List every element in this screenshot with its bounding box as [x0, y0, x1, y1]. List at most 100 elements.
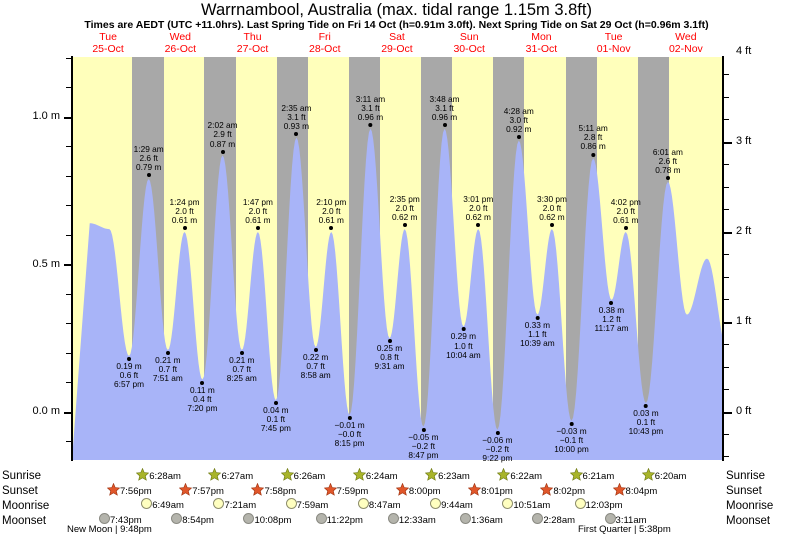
tide-high-label: 6:01 am 2.6 ft 0.78 m [653, 147, 683, 181]
sunset-star-icon [323, 482, 337, 501]
tide-height-m: 0.04 m [263, 405, 289, 416]
tide-point-marker [165, 351, 170, 356]
tide-time: 3:11 am [355, 93, 386, 104]
astro-time: 10:51am [513, 500, 551, 511]
tide-high-label: 1:24 pm 2.0 ft 0.61 m [170, 197, 200, 231]
tide-height-ft: 2.0 ft [395, 203, 414, 214]
left-axis-tick [66, 382, 72, 383]
astro-time: 8:02pm [553, 486, 586, 497]
right-axis-label: 4 ft [736, 45, 752, 58]
tide-height-ft: 2.0 ft [542, 203, 562, 214]
tide-point-marker [200, 380, 205, 385]
tide-height-ft: 0.8 ft [380, 352, 399, 363]
day-date: 28-Oct [309, 42, 341, 55]
moonrise-moon-icon [213, 498, 225, 514]
tide-low-label: −0.03 m −0.1 ft 10:00 pm [554, 421, 589, 454]
day-date: 29-Oct [381, 42, 413, 55]
tide-time: 5:11 am [578, 123, 608, 134]
astro-item: 6:20am [641, 467, 686, 482]
right-axis-tick [724, 299, 729, 301]
left-axis-tick [64, 411, 72, 414]
sunset-star-icon [106, 482, 121, 501]
astro-item: 7:56pm [106, 482, 152, 497]
astro-time: 6:28am [149, 471, 181, 482]
tide-height-ft: 2.0 ft [248, 206, 268, 217]
tide-point-marker [329, 226, 334, 231]
moonrise-moon-icon [430, 498, 442, 514]
tide-height-m: 0.92 m [506, 123, 532, 134]
day-of-week: Wed [675, 31, 697, 43]
astro-time: 11:22pm [326, 515, 363, 526]
tide-low-label: 0.38 m 1.2 ft 11:17 am [595, 300, 628, 333]
astro-time: 7:43pm [110, 515, 142, 526]
astro-time: 7:21am [224, 500, 257, 511]
tide-height-m: 0.61 m [318, 215, 344, 226]
right-axis-tick [724, 411, 732, 414]
astro-row-label-right-moonset: Moonset [726, 515, 771, 527]
tide-height-m: 0.11 m [190, 384, 215, 395]
sunrise-star-icon [569, 467, 583, 486]
tide-height-m: 0.22 m [302, 352, 329, 363]
right-axis-tick [724, 231, 732, 234]
astro-time: 8:04pm [625, 486, 658, 497]
astro-time: 8:00pm [408, 486, 441, 497]
tide-time: 2:02 am [207, 120, 238, 131]
tide-low-label: 0.04 m 0.1 ft 7:45 pm [261, 401, 291, 433]
tide-time: 10:39 am [520, 337, 555, 348]
tide-high-label: 3:11 am 3.1 ft 0.96 m [355, 93, 386, 128]
tide-low-label: 0.22 m 0.7 ft 8:58 am [300, 348, 331, 381]
sunset-star-icon [539, 482, 554, 501]
right-axis-tick [724, 321, 732, 324]
left-axis-tick [66, 441, 72, 442]
tide-time: 2:10 pm [316, 197, 347, 208]
astro-time: 10:08pm [254, 515, 292, 526]
tide-high-label: 4:28 am 3.0 ft 0.92 m [503, 105, 534, 139]
day-heading-01-nov: Tue 01-Nov [578, 31, 650, 55]
tide-time: 2:35 am [281, 102, 312, 113]
astro-time: 7:59pm [336, 486, 369, 497]
day-of-week: Mon [531, 31, 552, 43]
tide-time: 8:58 am [300, 370, 331, 381]
tide-time: 4:28 am [503, 105, 534, 116]
page-title: Warrnambool, Australia (max. tidal range… [201, 1, 592, 19]
page-subtitle: Times are AEDT (UTC +11.0hrs). Last Spri… [84, 19, 709, 31]
tide-time: 10:43 pm [628, 426, 664, 437]
astro-item: 7:59am [285, 498, 328, 512]
right-axis-tick [724, 433, 729, 435]
tide-low-label: 0.21 m 0.7 ft 8:25 am [227, 351, 257, 383]
tide-high-label: 1:29 am 2.6 ft 0.79 m [134, 144, 164, 178]
tide-high-label: 4:02 pm 2.0 ft 0.61 m [611, 197, 641, 231]
astro-item: 8:01pm [467, 482, 513, 497]
tide-time: 8:47 pm [408, 449, 439, 460]
tide-high-label: 2:35 am 3.1 ft 0.93 m [281, 102, 312, 136]
right-axis-tick [724, 74, 729, 76]
tide-point-marker [569, 421, 574, 426]
sunset-star-icon [395, 482, 410, 501]
right-axis-tick [724, 254, 729, 256]
day-date: 02-Nov [668, 42, 703, 55]
left-axis-label: 0.0 m [32, 405, 60, 417]
astro-time: 9:44am [441, 500, 473, 511]
tide-height-ft: 0.7 ft [306, 361, 325, 372]
tide-height-m: 0.61 m [245, 215, 271, 226]
tide-point-marker [476, 223, 481, 228]
tide-low-label: 0.11 m 0.4 ft 7:20 pm [187, 380, 217, 413]
tide-high-label: 2:10 pm 2.0 ft 0.61 m [316, 197, 347, 231]
astro-time: 2:28am [543, 515, 576, 526]
left-axis-tick [66, 57, 72, 59]
tide-point-marker [535, 315, 540, 320]
day-heading-30-oct: Sun 30-Oct [433, 31, 505, 55]
right-axis-tick [724, 186, 729, 188]
day-date: 31-Oct [525, 42, 558, 55]
right-axis-line [722, 56, 724, 461]
tide-time: 8:15 pm [334, 438, 365, 449]
tide-point-marker [442, 123, 447, 128]
tide-height-ft: 3.1 ft [287, 111, 306, 122]
day-of-week: Tue [604, 31, 623, 43]
tide-height-m: 0.19 m [116, 360, 142, 371]
astro-time: 7:58pm [264, 486, 297, 497]
day-of-week: Sat [389, 31, 405, 43]
day-date: 30-Oct [453, 42, 485, 55]
astro-item: 8:47am [357, 498, 401, 512]
